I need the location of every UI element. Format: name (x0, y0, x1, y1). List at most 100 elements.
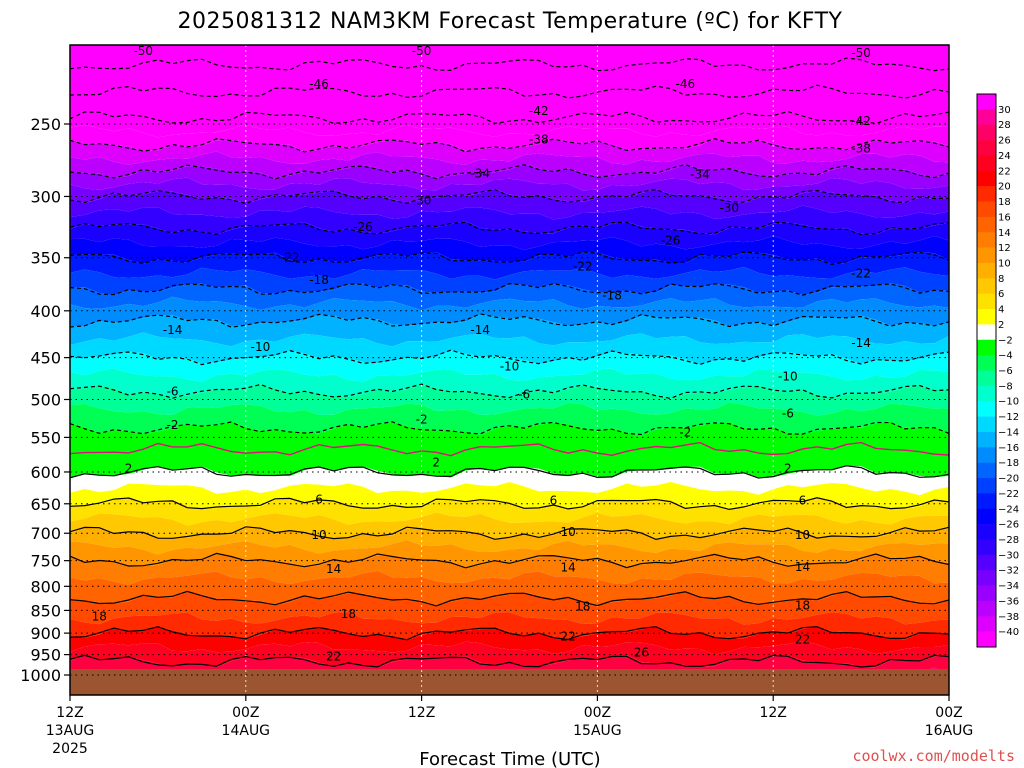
contour-label: -38 (851, 142, 871, 156)
contour-label: -10 (778, 370, 798, 384)
colorbar-swatch (977, 247, 996, 264)
x-tick-label: 00Z (584, 705, 611, 721)
y-tick-label: 950 (30, 646, 61, 665)
contour-label: -30 (412, 193, 432, 207)
x-tick-date: 13AUG (46, 723, 95, 739)
temperature-band (70, 655, 949, 682)
y-tick-label: 750 (30, 552, 61, 571)
temperature-band (70, 235, 949, 264)
contour-label: -46 (675, 77, 695, 91)
temperature-band (70, 482, 949, 509)
contour-label: -46 (309, 77, 329, 91)
contour-line (70, 552, 949, 569)
contour-label: -6 (782, 407, 794, 421)
colorbar-swatch (977, 570, 996, 586)
colorbar-swatch (977, 232, 996, 248)
color-bar: 30 28 26 24 22 20 18 16 14 12 10 8 6 4 2 −2 −4 −6 −8 −10 −12… (976, 93, 1019, 648)
x-tick-label: 12Z (759, 705, 786, 721)
contour-line (70, 188, 949, 205)
colorbar-swatch (977, 216, 996, 233)
temperature-band (70, 540, 949, 568)
contour-line (70, 84, 949, 99)
temperature-band (70, 283, 949, 311)
contour-line (70, 110, 949, 125)
colorbar-swatch (977, 155, 996, 172)
colorbar-label: 10 (998, 258, 1011, 269)
temperature-band (70, 332, 949, 365)
colorbar-label: −20 (998, 474, 1019, 485)
contour-line (70, 383, 949, 400)
contour-line (70, 163, 949, 180)
contour-label: 10 (560, 525, 575, 539)
contour-label: -26 (661, 233, 681, 247)
contour-line (70, 421, 949, 436)
colorbar-swatch (977, 447, 996, 463)
contour-label: -10 (500, 359, 520, 373)
colorbar-swatch (977, 401, 996, 417)
colorbar-swatch (977, 478, 996, 494)
contour-label: -50 (133, 44, 153, 58)
temperature-band (70, 497, 949, 526)
y-tick-label: 250 (30, 115, 61, 134)
contour-label: -42 (851, 114, 871, 128)
contour-label: -2 (416, 413, 428, 427)
x-tick-date: 15AUG (573, 723, 622, 739)
temperature-band (70, 138, 949, 165)
temperature-band (70, 252, 949, 280)
colorbar-label: 18 (998, 197, 1011, 208)
colorbar-label: 14 (998, 228, 1011, 239)
colorbar-swatch (977, 278, 996, 294)
temperature-band (70, 151, 949, 179)
colorbar-swatch (977, 339, 996, 356)
x-tick-label: 12Z (56, 705, 83, 721)
colorbar-label: −10 (998, 397, 1019, 408)
y-tick-label: 550 (30, 428, 61, 447)
colorbar-swatch (977, 524, 996, 540)
contour-line (70, 349, 949, 366)
colorbar-label: −4 (998, 351, 1013, 362)
contour-label: 2 (432, 456, 440, 470)
plot-area: -50 -50 -50 -46 -46 -42 -42 -38 -38 -34 -34 -30 -30 -… (70, 44, 949, 695)
contour-label: -22 (280, 251, 300, 265)
contour-line (70, 590, 949, 607)
contour-label: -10 (251, 340, 271, 354)
temperature-band (70, 625, 949, 655)
colorbar-label: −26 (998, 520, 1019, 531)
contour-line (70, 251, 949, 266)
contour-label: -38 (529, 133, 549, 147)
contour-line (70, 221, 949, 236)
contour-label: 10 (795, 528, 810, 542)
temperature-band (70, 296, 949, 327)
contour-line (70, 313, 949, 328)
credit-text[interactable]: coolwx.com/modelts (852, 747, 1015, 765)
terrain-fill (70, 669, 949, 695)
colorbar-label: −24 (998, 504, 1019, 515)
contour-label: -18 (309, 273, 329, 287)
temperature-band (70, 314, 949, 347)
x-axis-label: Forecast Time (UTC) (419, 749, 600, 768)
contour-label: 14 (326, 562, 341, 576)
colorbar-label: −32 (998, 566, 1019, 577)
colorbar-label: 30 (998, 105, 1011, 116)
x-tick-year: 2025 (52, 741, 88, 757)
y-tick-label: 600 (30, 463, 61, 482)
colorbar-label: 24 (998, 151, 1011, 162)
temperature-band (70, 512, 949, 539)
contour-label: 22 (795, 633, 810, 647)
contour-label: -30 (719, 201, 739, 215)
colorbar-swatch (977, 431, 996, 448)
contour-line (70, 57, 949, 72)
contour-line (70, 465, 949, 479)
colorbar-label: 26 (998, 136, 1011, 147)
contour-line (70, 138, 949, 153)
colorbar-swatch (977, 309, 996, 325)
colorbar-swatch (977, 109, 996, 126)
temperature-band (70, 45, 949, 138)
temperature-band (70, 466, 949, 496)
contour-label: 22 (560, 630, 575, 644)
contour-lines (70, 57, 949, 668)
temperature-band (70, 221, 949, 250)
y-tick-label: 900 (30, 624, 61, 643)
colorbar-label: 12 (998, 243, 1011, 254)
temperature-band (70, 384, 949, 416)
